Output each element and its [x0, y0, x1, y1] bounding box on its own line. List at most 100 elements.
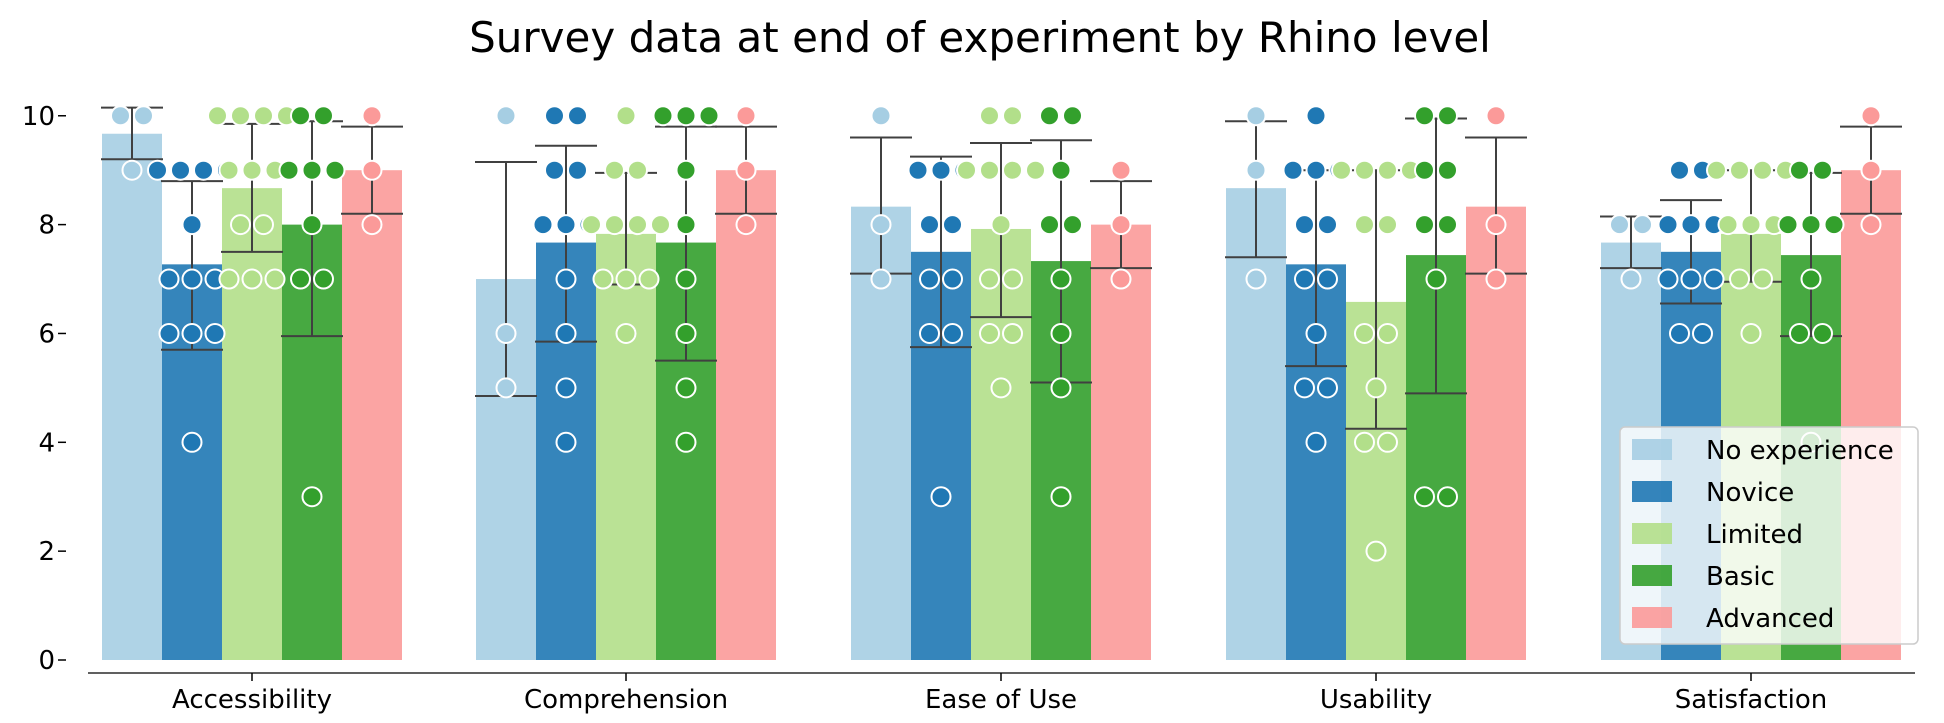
data-point [1414, 214, 1435, 236]
data-point [1437, 214, 1458, 236]
data-point [264, 268, 286, 290]
data-point [495, 377, 517, 399]
legend-label: Limited [1706, 520, 1803, 550]
data-point [1485, 214, 1507, 236]
data-point [1680, 214, 1702, 236]
data-point [675, 268, 697, 290]
data-point [567, 159, 588, 181]
data-point [1860, 105, 1882, 127]
bar [716, 170, 776, 660]
data-point [1002, 105, 1023, 127]
data-point [181, 214, 203, 236]
y-tick-label: 4 [38, 428, 55, 458]
data-point [1294, 377, 1315, 399]
data-point [675, 322, 697, 344]
data-point [698, 105, 720, 127]
data-point [1485, 268, 1507, 290]
data-point [1729, 268, 1750, 290]
legend-swatch [1632, 439, 1672, 460]
points-layer [110, 105, 1882, 562]
data-point [1305, 322, 1327, 344]
data-point [301, 159, 323, 181]
data-point [1789, 322, 1810, 344]
data-point [592, 268, 614, 290]
data-point [1437, 159, 1458, 181]
x-tick-label: Satisfaction [1675, 685, 1828, 715]
data-point [1062, 214, 1083, 236]
data-point [1245, 159, 1267, 181]
data-point [1002, 268, 1023, 290]
data-point [1050, 159, 1072, 181]
data-point [181, 268, 203, 290]
data-point [1669, 159, 1690, 181]
data-point [230, 105, 251, 127]
data-point [1110, 214, 1132, 236]
data-point [1703, 268, 1725, 290]
legend-label: Basic [1706, 562, 1775, 592]
data-point [604, 214, 625, 236]
data-point [555, 322, 577, 344]
data-point [1414, 159, 1435, 181]
data-point [121, 159, 143, 181]
x-tick-label: Comprehension [524, 685, 728, 715]
data-point [158, 322, 180, 344]
data-point [1354, 322, 1375, 344]
bar [1226, 188, 1286, 660]
data-point [1377, 322, 1398, 344]
data-point [979, 105, 1000, 127]
data-point [979, 268, 1000, 290]
data-point [1110, 268, 1132, 290]
data-point [555, 214, 577, 236]
data-point [1729, 159, 1750, 181]
bar [1091, 224, 1151, 660]
x-axis: Accessibility Comprehension Ease of Use Usa… [88, 672, 1915, 715]
data-point [1354, 159, 1375, 181]
data-point [919, 214, 940, 236]
data-point [218, 268, 240, 290]
data-point [1025, 159, 1046, 181]
data-point [979, 322, 1000, 344]
y-tick-label: 10 [22, 102, 55, 132]
bars-layer [102, 133, 1901, 661]
data-point [1377, 159, 1398, 181]
legend-box [1619, 426, 1919, 645]
y-tick-label: 8 [38, 211, 55, 241]
legend-swatch [1632, 523, 1672, 544]
data-point [652, 105, 674, 127]
data-point [1331, 159, 1352, 181]
data-point [735, 105, 757, 127]
data-point [1777, 214, 1799, 236]
data-point [278, 159, 300, 181]
data-point [627, 214, 648, 236]
data-point [1317, 268, 1338, 290]
data-point [147, 159, 168, 181]
data-point [930, 159, 952, 181]
bar [596, 233, 656, 660]
data-point [1437, 486, 1458, 508]
chart-title: Survey data at end of experiment by Rhin… [469, 13, 1491, 62]
data-point [1110, 159, 1132, 181]
data-point [942, 268, 963, 290]
data-point [1717, 214, 1739, 236]
data-point [615, 268, 637, 290]
legend-swatch [1632, 481, 1672, 502]
data-point [1414, 486, 1435, 508]
data-point [956, 159, 977, 181]
data-point [1305, 431, 1327, 453]
legend-swatch [1632, 607, 1672, 628]
data-point [1669, 322, 1690, 344]
data-point [638, 268, 660, 290]
data-point [181, 322, 203, 344]
data-point [604, 159, 625, 181]
data-point [1706, 159, 1727, 181]
data-point [313, 268, 334, 290]
data-point [361, 214, 383, 236]
data-point [361, 105, 383, 127]
legend-label: Advanced [1706, 604, 1834, 634]
data-point [1812, 159, 1833, 181]
data-point [313, 105, 334, 127]
data-point [1657, 268, 1679, 290]
data-point [555, 377, 577, 399]
data-point [1062, 105, 1083, 127]
